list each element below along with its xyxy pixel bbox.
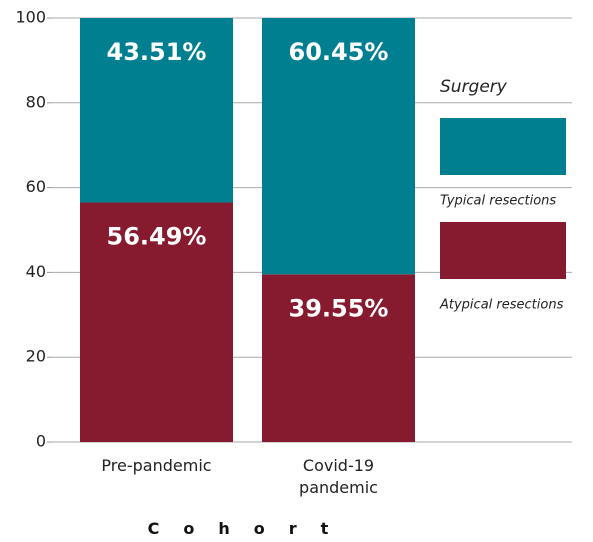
data-label: 60.45%: [289, 38, 389, 66]
data-label: 39.55%: [289, 294, 389, 322]
x-tick-label: Pre-pandemic: [101, 456, 212, 475]
data-label: 56.49%: [107, 222, 207, 250]
bar-segment: [80, 18, 233, 203]
y-tick-label: 40: [26, 262, 46, 281]
y-tick-label: 80: [26, 92, 46, 111]
data-label: 43.51%: [107, 38, 207, 66]
legend-swatch: [440, 118, 566, 175]
bar-segment: [262, 274, 415, 442]
y-tick-label: 0: [36, 432, 46, 451]
x-tick-label: Covid-19 pandemic: [299, 456, 378, 497]
legend-swatch: [440, 222, 566, 279]
legend-title: Surgery: [440, 77, 508, 97]
bar-segment: [80, 202, 233, 442]
legend-label: Typical resections: [440, 194, 556, 209]
x-axis-label: Cohort: [147, 519, 353, 538]
y-tick-label: 60: [26, 177, 46, 196]
legend-label: Atypical resections: [439, 298, 564, 313]
y-tick-label: 100: [15, 8, 46, 27]
y-tick-label: 20: [26, 347, 46, 366]
bar-segment: [262, 18, 415, 275]
